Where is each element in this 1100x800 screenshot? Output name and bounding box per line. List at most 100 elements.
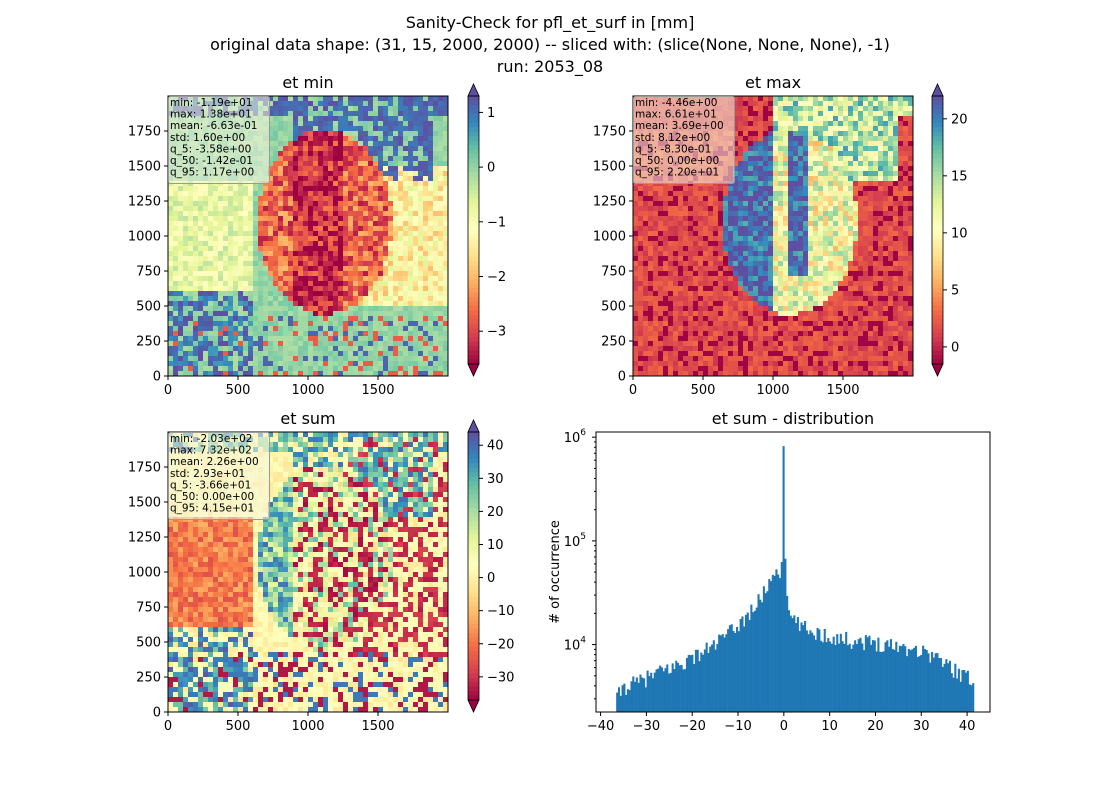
heatmap-cell bbox=[753, 151, 759, 157]
heatmap-cell bbox=[348, 281, 354, 287]
heatmap-cell bbox=[308, 256, 314, 262]
heatmap-cell bbox=[388, 241, 394, 247]
heatmap-cell bbox=[338, 361, 344, 367]
heatmap-cell bbox=[238, 236, 244, 242]
heatmap-cell bbox=[383, 241, 389, 247]
heatmap-cell bbox=[388, 101, 394, 107]
heatmap-cell bbox=[408, 196, 414, 202]
heatmap-cell bbox=[778, 296, 784, 302]
heatmap-cell bbox=[433, 256, 439, 262]
heatmap-cell bbox=[773, 156, 779, 162]
heatmap-cell bbox=[683, 191, 689, 197]
heatmap-cell bbox=[333, 141, 339, 147]
heatmap-cell bbox=[333, 251, 339, 257]
heatmap-cell bbox=[748, 236, 754, 242]
heatmap-cell bbox=[728, 296, 734, 302]
colorbar-segment bbox=[468, 265, 479, 271]
heatmap-cell bbox=[273, 181, 279, 187]
heatmap-cell bbox=[348, 331, 354, 337]
heatmap-cell bbox=[703, 271, 709, 277]
heatmap-cell bbox=[438, 301, 444, 307]
heatmap-cell bbox=[688, 356, 694, 362]
heatmap-cell bbox=[358, 286, 364, 292]
heatmap-cell bbox=[368, 261, 374, 267]
heatmap-cell bbox=[348, 126, 354, 132]
heatmap-cell bbox=[288, 121, 294, 127]
heatmap-cell bbox=[328, 166, 334, 172]
heatmap-cell bbox=[638, 231, 644, 237]
heatmap-cell bbox=[333, 211, 339, 217]
heatmap-cell bbox=[758, 111, 764, 117]
heatmap-cell bbox=[303, 176, 309, 182]
heatmap-cell bbox=[283, 251, 289, 257]
heatmap-cell bbox=[388, 201, 394, 207]
heatmap-cell bbox=[233, 341, 239, 347]
heatmap-cell bbox=[433, 211, 439, 217]
heatmap-cell bbox=[423, 226, 429, 232]
heatmap-cell bbox=[638, 236, 644, 242]
heatmap-cell bbox=[268, 251, 274, 257]
heatmap-cell bbox=[213, 241, 219, 247]
heatmap-cell bbox=[283, 261, 289, 267]
heatmap-cell bbox=[403, 141, 409, 147]
colorbar-segment bbox=[468, 346, 479, 352]
heatmap-cell bbox=[283, 186, 289, 192]
heatmap-cell bbox=[398, 121, 404, 127]
heatmap-cell bbox=[663, 216, 669, 222]
heatmap-cell bbox=[313, 291, 319, 297]
heatmap-cell bbox=[388, 266, 394, 272]
y-tick-label: 1500 bbox=[128, 160, 161, 175]
heatmap-cell bbox=[363, 271, 369, 277]
heatmap-cell bbox=[223, 351, 229, 357]
heatmap-cell bbox=[683, 311, 689, 317]
heatmap-cell bbox=[233, 191, 239, 197]
heatmap-cell bbox=[278, 266, 284, 272]
heatmap-cell bbox=[288, 241, 294, 247]
heatmap-cell bbox=[398, 171, 404, 177]
heatmap-cell bbox=[208, 236, 214, 242]
heatmap-cell bbox=[243, 236, 249, 242]
colorbar-segment bbox=[468, 297, 479, 302]
heatmap-cell bbox=[293, 296, 299, 302]
heatmap-cell bbox=[443, 286, 449, 292]
heatmap-cell bbox=[408, 371, 414, 377]
heatmap-cell bbox=[323, 321, 329, 327]
heatmap-cell bbox=[733, 251, 739, 257]
heatmap-cell bbox=[423, 371, 429, 377]
heatmap-cell bbox=[303, 296, 309, 302]
heatmap-cell bbox=[748, 291, 754, 297]
heatmap-cell bbox=[338, 211, 344, 217]
heatmap-cell bbox=[643, 371, 649, 377]
heatmap-cell bbox=[633, 356, 639, 362]
heatmap-cell bbox=[668, 196, 674, 202]
heatmap-cell bbox=[653, 331, 659, 337]
heatmap-cell bbox=[433, 296, 439, 302]
heatmap-cell bbox=[418, 226, 424, 232]
heatmap-cell bbox=[358, 211, 364, 217]
heatmap-cell bbox=[668, 301, 674, 307]
colorbar-frame bbox=[467, 95, 480, 365]
heatmap-cell bbox=[348, 136, 354, 142]
heatmap-cell bbox=[418, 181, 424, 187]
heatmap-cell bbox=[768, 266, 774, 272]
heatmap-cell bbox=[443, 191, 449, 197]
heatmap-cell bbox=[333, 341, 339, 347]
heatmap-cell bbox=[678, 236, 684, 242]
heatmap-cell bbox=[313, 231, 319, 237]
heatmap-cell bbox=[778, 286, 784, 292]
heatmap-cell bbox=[723, 336, 729, 342]
heatmap-cell bbox=[378, 166, 384, 172]
heatmap-cell bbox=[768, 356, 774, 362]
heatmap-cell bbox=[718, 301, 724, 307]
heatmap-cell bbox=[403, 306, 409, 312]
heatmap-cell bbox=[368, 256, 374, 262]
heatmap-cell bbox=[223, 331, 229, 337]
heatmap-cell bbox=[418, 161, 424, 167]
heatmap-cell bbox=[763, 291, 769, 297]
colorbar-segment bbox=[468, 256, 479, 262]
heatmap-cell bbox=[783, 366, 789, 372]
heatmap-cell bbox=[743, 276, 749, 282]
heatmap-cell bbox=[433, 181, 439, 187]
heatmap-cell bbox=[733, 101, 739, 107]
heatmap-cell bbox=[173, 201, 179, 207]
